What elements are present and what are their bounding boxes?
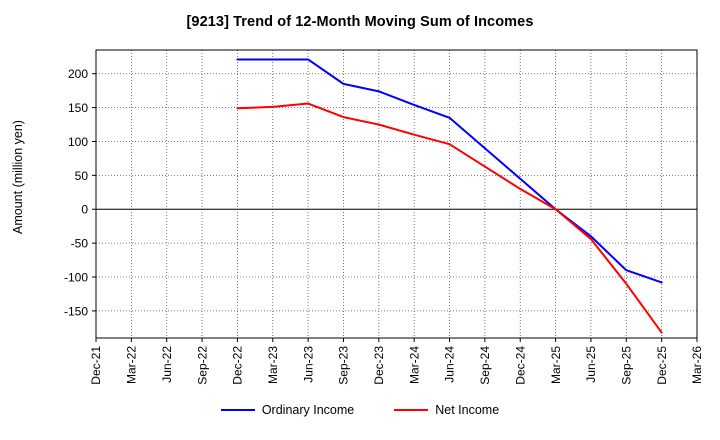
y-tick-label: 50 [75,169,89,183]
y-tick-label: -50 [71,237,89,251]
x-tick-label: Mar-24 [407,346,421,384]
legend-color-swatch [394,409,429,411]
x-tick-label: Mar-22 [125,346,139,384]
x-tick-label: Sep-22 [195,346,209,385]
x-tick-label: Dec-22 [231,346,245,385]
y-tick-labels: -150 -100 -50 0 50 100 150 200 [64,67,96,318]
y-tick-label: -100 [64,271,88,285]
legend-color-swatch [220,409,255,411]
y-tick-label: 200 [68,67,88,81]
x-tick-label: Mar-23 [266,346,280,384]
series-line [236,102,663,334]
x-tick-label: Mar-26 [690,346,704,384]
data-series [236,58,663,334]
y-tick-label: 100 [68,135,88,149]
x-tick-label: Sep-24 [478,346,492,385]
plot-border [95,49,698,339]
x-tick-label: Jun-24 [443,346,457,383]
legend-label: Net Income [435,403,500,417]
y-tick-label: 150 [68,101,88,115]
x-tick-label: Dec-23 [372,346,386,385]
x-tick-label: Sep-25 [619,346,633,385]
y-tick-label: -150 [64,304,88,318]
x-tick-label: Jun-25 [584,346,598,383]
series-line [236,58,663,284]
x-tick-label: Mar-25 [549,346,563,384]
gridlines [95,50,698,338]
chart-title: [9213] Trend of 12-Month Moving Sum of I… [186,14,534,30]
x-tick-label: Dec-24 [513,346,527,385]
x-tick-label: Jun-22 [160,346,174,383]
legend-item[interactable]: Net Income [394,403,499,417]
x-tick-label: Jun-23 [301,346,315,383]
x-tick-label: Dec-25 [655,346,669,385]
x-tick-label: Sep-23 [337,346,351,385]
x-tick-label: Dec-21 [89,346,103,385]
legend-item[interactable]: Ordinary Income [220,403,355,417]
y-tick-label: 0 [81,203,88,217]
x-tick-labels: Dec-21 Mar-22 Jun-22 Sep-22 Dec-22 Mar-23 Jun-… [89,338,704,385]
legend-label: Ordinary Income [261,403,355,417]
axes [95,49,698,339]
chart-legend: Ordinary Income Net Income [0,403,720,417]
